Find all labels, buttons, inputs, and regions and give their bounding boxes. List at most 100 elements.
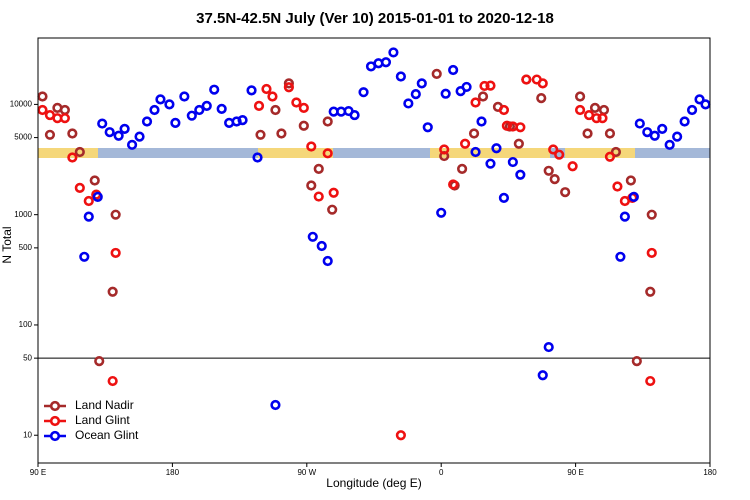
point bbox=[672, 131, 683, 142]
point bbox=[83, 195, 94, 207]
point bbox=[507, 156, 518, 168]
legend-label: Land Glint bbox=[75, 413, 130, 427]
point bbox=[380, 57, 392, 68]
point bbox=[646, 209, 657, 220]
point bbox=[276, 128, 287, 139]
y-tick-label: 1000 bbox=[14, 210, 32, 219]
point bbox=[448, 64, 459, 76]
y-tick-label: 500 bbox=[19, 243, 33, 252]
point bbox=[252, 152, 263, 163]
point bbox=[700, 99, 711, 110]
point bbox=[134, 131, 145, 142]
point bbox=[44, 129, 56, 140]
point bbox=[439, 144, 450, 155]
point bbox=[113, 130, 124, 141]
point bbox=[631, 356, 642, 367]
point bbox=[237, 115, 248, 126]
y-tick-label: 10 bbox=[23, 430, 32, 439]
band-land bbox=[565, 148, 635, 158]
point bbox=[270, 104, 281, 116]
plot-frame bbox=[37, 37, 711, 464]
point bbox=[591, 113, 602, 124]
point bbox=[448, 179, 459, 190]
point bbox=[201, 100, 212, 111]
point bbox=[306, 141, 317, 152]
chart-title: 37.5N-42.5N July (Ver 10) 2015-01-01 to … bbox=[196, 10, 554, 27]
point bbox=[67, 152, 78, 163]
point bbox=[79, 251, 90, 262]
point bbox=[646, 247, 657, 259]
point bbox=[431, 68, 442, 80]
point bbox=[679, 116, 690, 127]
point bbox=[141, 116, 153, 127]
point bbox=[610, 146, 622, 158]
band-land bbox=[258, 148, 333, 158]
legend-marker bbox=[49, 415, 61, 427]
band-ocean bbox=[38, 148, 710, 158]
point bbox=[501, 120, 513, 131]
point bbox=[94, 356, 105, 367]
point bbox=[459, 138, 471, 149]
point bbox=[403, 98, 414, 109]
point bbox=[395, 71, 406, 82]
band-land bbox=[38, 148, 98, 158]
point bbox=[327, 204, 338, 215]
point bbox=[476, 116, 487, 127]
point bbox=[186, 110, 197, 121]
point bbox=[536, 93, 547, 104]
point bbox=[416, 78, 427, 89]
point bbox=[604, 128, 616, 139]
point bbox=[283, 82, 294, 93]
x-tick-label: 0 bbox=[439, 468, 444, 477]
point bbox=[436, 207, 447, 218]
point bbox=[37, 104, 48, 116]
point bbox=[328, 187, 339, 198]
legend-label: Ocean Glint bbox=[75, 428, 139, 442]
point bbox=[574, 104, 586, 116]
point bbox=[461, 81, 472, 93]
point bbox=[255, 129, 266, 140]
point bbox=[628, 191, 639, 202]
point bbox=[537, 370, 548, 381]
point bbox=[349, 109, 360, 121]
point bbox=[457, 163, 468, 175]
x-tick-label: 180 bbox=[166, 468, 180, 477]
series bbox=[37, 74, 657, 441]
point bbox=[246, 85, 257, 96]
point bbox=[625, 175, 636, 186]
point bbox=[479, 80, 490, 92]
point bbox=[498, 192, 510, 203]
point bbox=[97, 118, 108, 129]
point bbox=[468, 128, 480, 139]
point bbox=[634, 118, 645, 129]
point bbox=[322, 148, 333, 159]
point bbox=[549, 174, 560, 185]
x-tick-label: 180 bbox=[703, 468, 717, 477]
point bbox=[74, 146, 85, 158]
point bbox=[155, 94, 166, 105]
point bbox=[485, 80, 496, 91]
point bbox=[589, 102, 601, 113]
point bbox=[313, 163, 324, 175]
point bbox=[298, 102, 309, 113]
point bbox=[521, 74, 532, 85]
point bbox=[582, 128, 593, 139]
point bbox=[513, 138, 524, 149]
point bbox=[543, 341, 554, 353]
point bbox=[410, 88, 421, 100]
point bbox=[37, 91, 48, 102]
point bbox=[261, 83, 272, 95]
point bbox=[597, 113, 608, 124]
point bbox=[395, 430, 406, 441]
point bbox=[619, 211, 630, 222]
x-axis-label: Longitude (deg E) bbox=[326, 476, 421, 490]
band-land bbox=[430, 148, 550, 158]
point bbox=[126, 139, 138, 150]
point bbox=[107, 375, 118, 387]
point bbox=[216, 103, 227, 115]
point bbox=[74, 182, 85, 193]
legend-marker bbox=[49, 400, 61, 412]
y-tick-label: 50 bbox=[23, 353, 32, 362]
point bbox=[110, 209, 121, 220]
